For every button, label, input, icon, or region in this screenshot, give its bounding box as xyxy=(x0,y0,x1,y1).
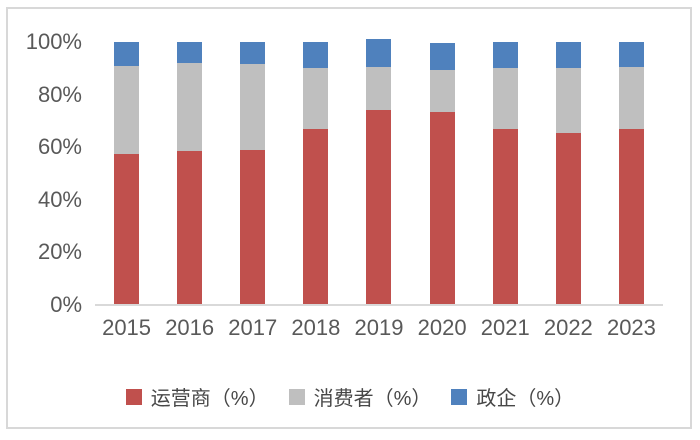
bar-segment-series1-2020 xyxy=(429,69,455,112)
bar-segment-series1-2016 xyxy=(177,63,203,152)
stacked-bar-2021 xyxy=(492,42,518,305)
x-axis-tick-label: 2017 xyxy=(228,315,278,340)
bar-slot-2021 xyxy=(474,42,537,305)
bar-segment-series0-2022 xyxy=(555,132,581,305)
bar-segment-series2-2020 xyxy=(429,43,455,70)
bar-segment-series1-2017 xyxy=(240,64,266,150)
bar-segment-series1-2022 xyxy=(555,68,581,133)
bar-segment-series0-2021 xyxy=(492,128,518,305)
bar-slot-2022 xyxy=(537,42,600,305)
bar-segment-series2-2017 xyxy=(240,42,266,65)
legend-item-series1: 消费者（%） xyxy=(288,382,432,411)
bar-segment-series0-2017 xyxy=(240,149,266,305)
y-axis-tick-label: 20% xyxy=(37,239,82,265)
legend-swatch-icon xyxy=(288,388,305,405)
y-axis-tick-label: 40% xyxy=(37,186,82,212)
legend-item-series2: 政企（%） xyxy=(451,382,574,411)
bar-slot-2019 xyxy=(347,39,410,305)
x-axis-tick-label: 2019 xyxy=(354,315,404,340)
bar-slot-2015 xyxy=(95,42,158,305)
bar-segment-series1-2023 xyxy=(618,67,644,129)
x-axis-tick-label: 2023 xyxy=(606,315,656,340)
bar-slot-2017 xyxy=(221,42,284,305)
legend-label: 运营商（%） xyxy=(150,388,269,410)
bar-segment-series1-2019 xyxy=(366,67,392,111)
stacked-bar-2015 xyxy=(114,42,140,305)
bar-segment-series0-2023 xyxy=(618,128,644,305)
bar-segment-series2-2018 xyxy=(303,42,329,69)
x-axis: 2015 2016 2017 2018 2019 2020 2021 2022 2023 xyxy=(95,315,663,341)
stacked-bar-2016 xyxy=(177,42,203,305)
bar-segment-series2-2016 xyxy=(177,42,203,64)
bar-segment-series1-2018 xyxy=(303,68,329,129)
bar-slot-2023 xyxy=(600,42,663,305)
legend-label: 政企（%） xyxy=(476,388,575,410)
bar-segment-series2-2022 xyxy=(555,42,581,69)
bar-segment-series0-2020 xyxy=(429,111,455,305)
bar-segment-series1-2015 xyxy=(114,65,140,154)
y-axis-tick-label: 80% xyxy=(37,81,82,107)
x-axis-tick-label: 2015 xyxy=(102,315,152,340)
legend-swatch-icon xyxy=(125,388,142,405)
x-axis-tick-label: 2022 xyxy=(543,315,593,340)
y-axis-tick-label: 0% xyxy=(50,292,82,317)
bar-slot-2020 xyxy=(411,42,474,305)
bar-segment-series2-2023 xyxy=(618,42,644,67)
legend-label: 消费者（%） xyxy=(313,388,432,410)
stacked-bar-2022 xyxy=(555,42,581,305)
plot-area xyxy=(95,39,663,305)
x-axis-tick-label: 2020 xyxy=(417,315,467,340)
legend-item-series0: 运营商（%） xyxy=(125,382,269,411)
bar-segment-series1-2021 xyxy=(492,68,518,129)
bar-slot-2018 xyxy=(284,42,347,305)
stacked-bar-2018 xyxy=(303,42,329,305)
stacked-bar-2023 xyxy=(618,42,644,305)
legend-swatch-icon xyxy=(451,388,468,405)
bar-segment-series0-2018 xyxy=(303,128,329,305)
legend: 运营商（%） 消费者（%） 政企（%） xyxy=(0,382,700,411)
bar-segment-series0-2019 xyxy=(366,110,392,305)
bar-slot-2016 xyxy=(158,42,221,305)
x-axis-line xyxy=(95,304,663,306)
bar-segment-series2-2019 xyxy=(366,39,392,67)
bar-segment-series0-2016 xyxy=(177,151,203,305)
stacked-bar-2017 xyxy=(240,42,266,305)
bar-segment-series0-2015 xyxy=(114,153,140,305)
bar-segment-series2-2021 xyxy=(492,42,518,69)
bar-segment-series2-2015 xyxy=(114,42,140,66)
x-axis-tick-label: 2016 xyxy=(165,315,215,340)
x-axis-tick-label: 2021 xyxy=(480,315,530,340)
y-axis-tick-label: 60% xyxy=(37,134,82,160)
stacked-bar-2020 xyxy=(429,43,455,305)
y-axis-tick-label: 100% xyxy=(25,29,82,54)
stacked-bar-2019 xyxy=(366,39,392,305)
x-axis-tick-label: 2018 xyxy=(291,315,341,340)
